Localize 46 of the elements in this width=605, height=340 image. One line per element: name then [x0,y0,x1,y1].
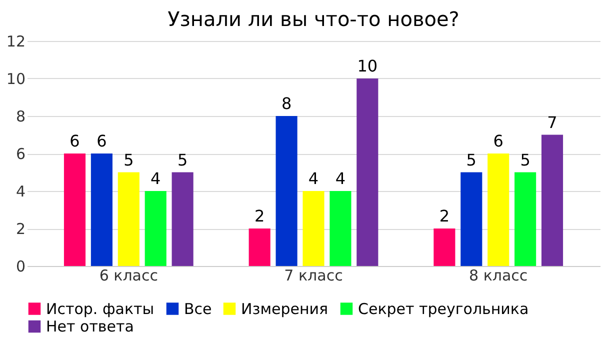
y-tick-label: 4 [16,182,26,200]
bar [514,172,536,266]
data-label: 5 [177,150,188,170]
data-label: 5 [466,150,476,170]
data-label: 8 [281,94,292,113]
data-label: 10 [357,56,378,76]
legend-label: Все [184,300,212,318]
data-label: 4 [150,169,161,188]
bar [64,154,86,266]
chart-title: Узнали ли вы что-то новое? [168,7,460,31]
bar [434,228,456,266]
y-tick-label: 2 [16,220,26,238]
data-label: 2 [439,206,450,226]
x-tick-label: 8 класс [469,266,528,284]
x-tick-label: 7 класс [284,266,343,284]
data-label: 6 [96,132,107,150]
legend-label: Истор. факты [46,300,154,318]
data-label: 7 [547,112,558,132]
y-tick-label: 8 [16,108,26,126]
y-tick-label: 12 [6,32,26,50]
x-tick-label: 6 класс [99,266,158,284]
y-tick-label: 0 [16,258,26,276]
data-label: 2 [254,206,265,226]
data-label: 6 [493,132,504,150]
y-tick-label: 10 [6,70,26,88]
bar [248,228,270,266]
bar [356,78,378,266]
bar [118,172,140,266]
bar [276,116,298,266]
bar [541,134,564,266]
bar [488,154,510,266]
data-label: 4 [335,169,346,188]
bar [90,154,112,266]
bar [460,172,482,266]
data-label: 4 [308,169,319,188]
legend-label: Нет ответа [46,318,134,336]
data-label: 5 [124,150,134,170]
bar [172,172,194,266]
y-tick-label: 6 [16,145,26,163]
bar [302,191,324,266]
bar [144,191,166,266]
data-label: 6 [70,132,80,150]
legend-label: Секрет треугольника [358,300,529,318]
data-label: 5 [520,150,530,170]
legend-label: Измерения [241,300,328,318]
bar [330,191,352,266]
